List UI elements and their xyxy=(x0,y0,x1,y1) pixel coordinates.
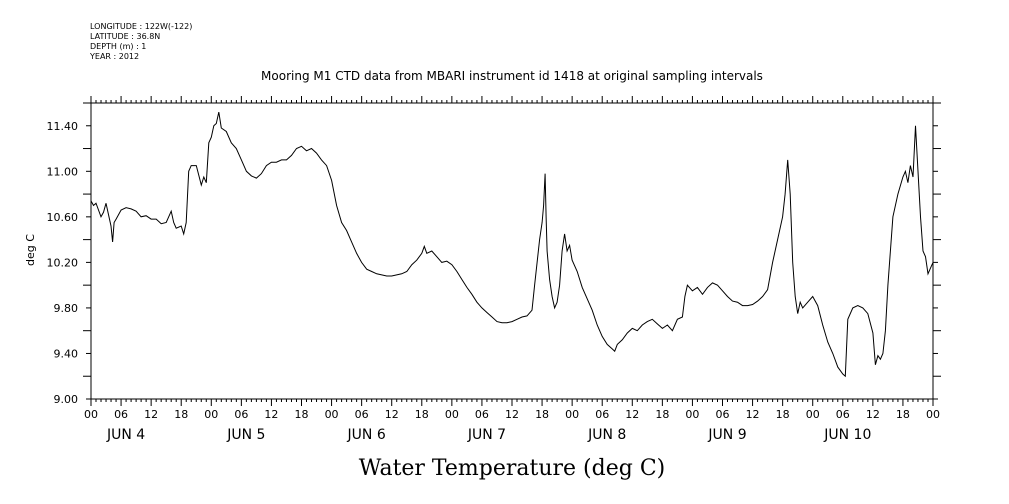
x-tick-label: 00 xyxy=(325,408,339,421)
day-label: JUN 4 xyxy=(106,427,145,443)
day-label: JUN 10 xyxy=(823,427,871,443)
x-tick-label: 06 xyxy=(836,408,850,421)
x-tick-label: 06 xyxy=(475,408,489,421)
x-tick-label: 12 xyxy=(264,408,278,421)
y-tick-label: 9.80 xyxy=(54,302,79,315)
y-tick-label: 11.40 xyxy=(47,120,79,133)
x-tick-label: 06 xyxy=(595,408,609,421)
day-label: JUN 8 xyxy=(587,427,626,443)
axis-tick-labels: 00 06 12 18 00 06 12 18 00 06 12 18 00 06 12 18 00 06 12 18… xyxy=(47,120,941,443)
series-line xyxy=(90,111,934,378)
x-tick-label: 12 xyxy=(144,408,158,421)
x-tick-label: 12 xyxy=(625,408,639,421)
latitude-text: LATITUDE : 36.8N xyxy=(90,32,161,41)
x-tick-label: 18 xyxy=(415,408,429,421)
x-tick-label: 12 xyxy=(746,408,760,421)
x-tick-label: 00 xyxy=(565,408,579,421)
x-tick-label: 06 xyxy=(716,408,730,421)
x-tick-label: 06 xyxy=(114,408,128,421)
x-tick-label: 18 xyxy=(295,408,309,421)
y-tick-label: 11.00 xyxy=(47,165,79,178)
y-tick-label: 10.20 xyxy=(47,256,79,269)
y-tick-label: 9.40 xyxy=(54,347,79,360)
x-tick-label: 18 xyxy=(174,408,188,421)
depth-text: DEPTH (m) : 1 xyxy=(90,42,147,51)
x-tick-label: 00 xyxy=(445,408,459,421)
x-tick-label: 12 xyxy=(385,408,399,421)
x-tick-label: 06 xyxy=(355,408,369,421)
day-label: JUN 7 xyxy=(467,427,506,443)
x-tick-label: 12 xyxy=(866,408,880,421)
x-tick-label: 18 xyxy=(776,408,790,421)
x-tick-label: 00 xyxy=(84,408,98,421)
x-tick-label: 00 xyxy=(926,408,940,421)
x-tick-label: 18 xyxy=(535,408,549,421)
day-label: JUN 5 xyxy=(226,427,265,443)
day-label: JUN 9 xyxy=(707,427,746,443)
x-tick-label: 00 xyxy=(685,408,699,421)
x-axis-label: Water Temperature (deg C) xyxy=(359,456,666,481)
x-tick-label: 00 xyxy=(204,408,218,421)
metadata-block: LONGITUDE : 122W(-122) LATITUDE : 36.8N … xyxy=(90,22,192,62)
plot-frame xyxy=(90,102,934,400)
day-label: JUN 6 xyxy=(347,427,386,443)
longitude-text: LONGITUDE : 122W(-122) xyxy=(90,22,193,31)
y-tick-label: 10.60 xyxy=(47,211,79,224)
x-tick-label: 06 xyxy=(234,408,248,421)
y-tick-label: 9.00 xyxy=(54,393,79,406)
x-tick-label: 00 xyxy=(806,408,820,421)
year-text: YEAR : 2012 xyxy=(90,52,140,61)
x-tick-label: 18 xyxy=(896,408,910,421)
y-axis-label: deg C xyxy=(24,234,37,266)
axis-ticks xyxy=(83,96,941,406)
chart-title: Mooring M1 CTD data from MBARI instrumen… xyxy=(261,69,763,83)
x-tick-label: 18 xyxy=(655,408,669,421)
x-tick-label: 12 xyxy=(505,408,519,421)
